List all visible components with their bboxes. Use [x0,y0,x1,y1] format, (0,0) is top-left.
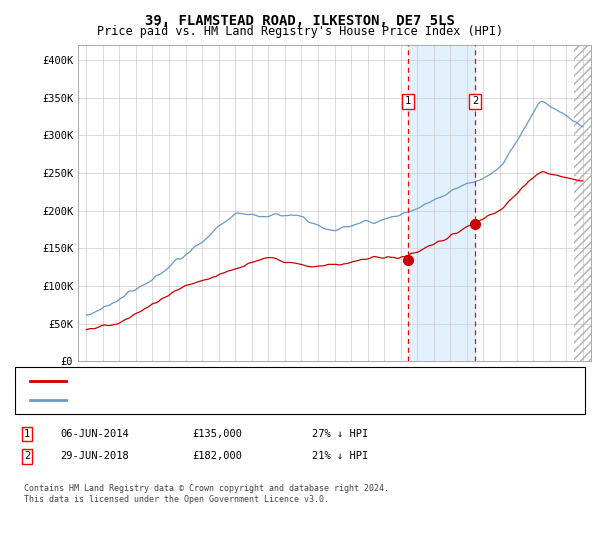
Text: 2: 2 [472,96,478,106]
Text: Contains HM Land Registry data © Crown copyright and database right 2024.
This d: Contains HM Land Registry data © Crown c… [24,484,389,504]
Text: 06-JUN-2014: 06-JUN-2014 [60,429,129,439]
Text: 21% ↓ HPI: 21% ↓ HPI [312,451,368,461]
Text: 2: 2 [24,451,30,461]
Text: HPI: Average price, detached house, Erewash: HPI: Average price, detached house, Erew… [72,395,330,405]
Bar [408,45,475,361]
Text: 1: 1 [24,429,30,439]
Text: £135,000: £135,000 [192,429,242,439]
Text: 29-JUN-2018: 29-JUN-2018 [60,451,129,461]
Text: 1: 1 [405,96,411,106]
Bar [574,45,591,361]
Text: 39, FLAMSTEAD ROAD, ILKESTON, DE7 5LS: 39, FLAMSTEAD ROAD, ILKESTON, DE7 5LS [145,14,455,28]
Text: Price paid vs. HM Land Registry's House Price Index (HPI): Price paid vs. HM Land Registry's House … [97,25,503,38]
Text: £182,000: £182,000 [192,451,242,461]
Text: 27% ↓ HPI: 27% ↓ HPI [312,429,368,439]
Text: 39, FLAMSTEAD ROAD, ILKESTON, DE7 5LS (detached house): 39, FLAMSTEAD ROAD, ILKESTON, DE7 5LS (d… [72,376,396,386]
